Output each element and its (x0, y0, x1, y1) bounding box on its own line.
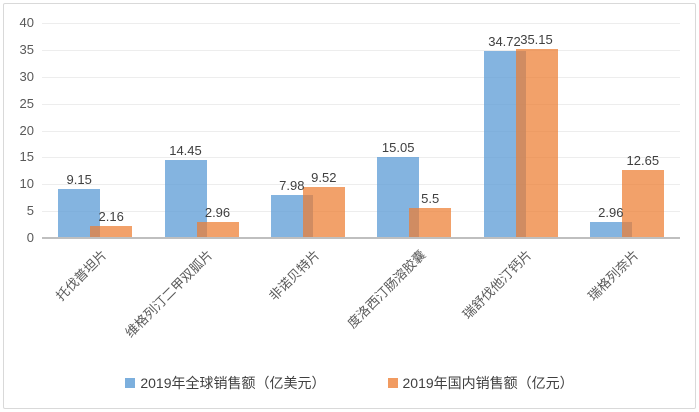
y-tick-label-5: 5 (26, 203, 34, 219)
y-tick-label-20: 20 (19, 122, 34, 138)
gridline-25 (42, 103, 680, 105)
y-tick-label-25: 25 (19, 95, 34, 111)
value-label-domestic-3: 9.52 (311, 169, 337, 185)
bar-global-6 (589, 222, 632, 238)
legend-swatch-blue (125, 378, 136, 388)
legend-item-global-sales: 2019年全球销售额（亿美元） (125, 373, 326, 393)
y-tick-label-10: 10 (19, 176, 34, 192)
legend-label-domestic-sales: 2019年国内销售额（亿元） (402, 375, 574, 391)
y-tick-label-0: 0 (26, 230, 34, 245)
category-label-5: 瑞舒伐他汀钙片 (460, 247, 536, 322)
bar-domestic-5 (515, 49, 558, 238)
gridline-40 (42, 23, 680, 24)
bar-domestic-6 (621, 170, 664, 238)
y-tick-label-15: 15 (19, 149, 34, 165)
value-label-global-6: 2.96 (598, 205, 624, 221)
value-label-domestic-5: 35.15 (520, 32, 553, 48)
category-label-6: 瑞格列奈片 (584, 247, 642, 304)
legend: 2019年全球销售额（亿美元） 2019年国内销售额（亿元） (0, 373, 699, 393)
bar-domestic-3 (302, 186, 345, 238)
legend-item-domestic-sales: 2019年国内销售额（亿元） (387, 373, 574, 393)
bar-domestic-2 (196, 222, 239, 238)
y-tick-label-40: 40 (19, 15, 34, 30)
legend-swatch-orange (387, 378, 398, 388)
category-label-3: 非诺贝特片 (265, 247, 323, 304)
bar-domestic-1 (90, 226, 133, 238)
gridline-30 (42, 76, 680, 78)
gridline-10 (42, 184, 680, 186)
value-label-domestic-1: 2.16 (98, 209, 124, 225)
value-label-global-3: 7.98 (279, 178, 305, 194)
category-label-4: 度洛西汀肠溶胶囊 (344, 247, 429, 332)
value-label-domestic-2: 2.96 (204, 205, 231, 221)
y-tick-label-35: 35 (19, 41, 34, 57)
x-axis-line (42, 237, 680, 239)
legend-label-global-sales: 2019年全球销售额（亿美元） (140, 375, 326, 391)
bar-domestic-4 (409, 208, 452, 238)
gridline-15 (42, 157, 680, 159)
gridline-35 (42, 49, 680, 51)
value-label-domestic-6: 12.65 (626, 153, 660, 168)
value-label-global-5: 34.72 (488, 34, 521, 50)
gridline-5 (42, 211, 680, 213)
value-label-global-1: 9.15 (66, 171, 92, 187)
value-label-global-4: 15.05 (381, 140, 415, 156)
value-label-global-2: 14.45 (169, 143, 202, 159)
gridline-20 (42, 130, 680, 132)
category-label-1: 托伐普坦片 (53, 247, 110, 304)
category-label-2: 维格列汀二甲双胍片 (122, 247, 217, 341)
value-label-domestic-4: 5.5 (421, 191, 440, 207)
y-tick-label-30: 30 (19, 68, 34, 84)
